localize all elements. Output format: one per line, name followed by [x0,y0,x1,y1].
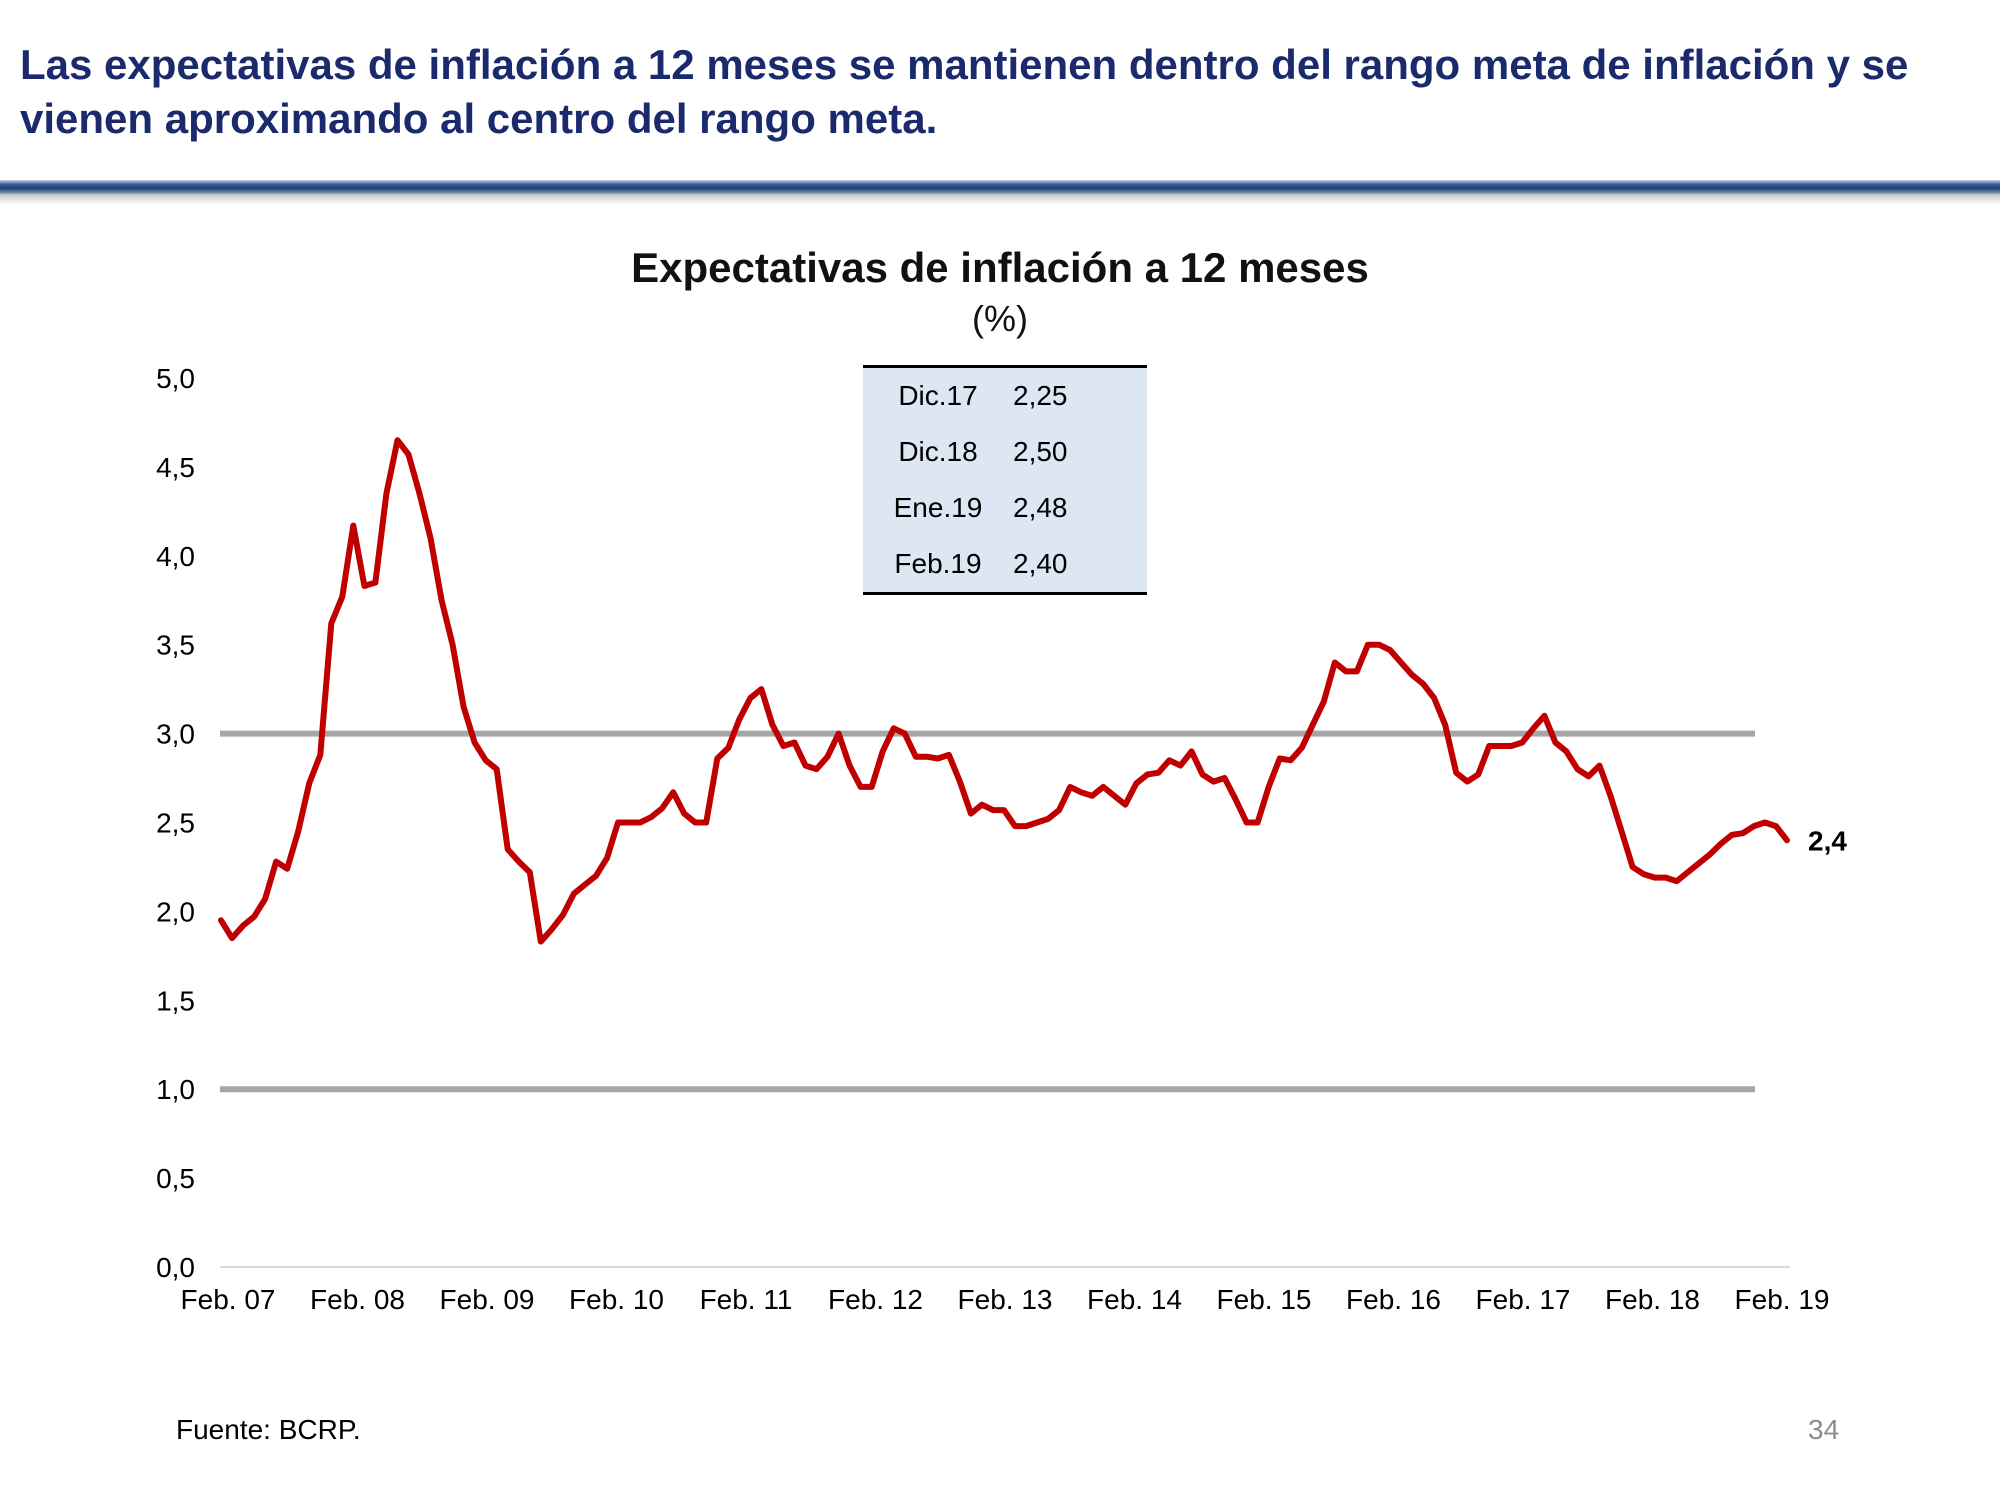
x-tick-label: Feb. 07 [181,1284,276,1315]
table-row-label: Ene.19 [893,492,983,523]
x-tick-label: Feb. 08 [310,1284,405,1315]
table-row-value: 2,50 [1013,436,1068,467]
table-row-label: Dic.18 [898,436,978,467]
table-row-label: Feb.19 [894,548,982,579]
y-tick-label: 4,5 [156,452,195,483]
y-tick-label: 1,0 [156,1074,195,1105]
table-row-value: 2,40 [1013,548,1068,579]
x-tick-label: Feb. 13 [958,1284,1053,1315]
expectations-table: Dic.17 2,25 Dic.18 2,50 Ene.19 2,48 Feb.… [863,365,1147,595]
x-tick-label: Feb. 14 [1087,1284,1182,1315]
title-divider-shadow [0,194,2000,204]
end-value-label: 2,4 [1808,825,1847,856]
x-tick-label: Feb. 10 [569,1284,664,1315]
table-row-value: 2,25 [1013,380,1068,411]
table-row: Ene.19 2,48 [863,480,1147,536]
x-tick-label: Feb. 11 [700,1284,793,1315]
y-tick-label: 5,0 [156,363,195,394]
x-tick-label: Feb. 12 [828,1284,923,1315]
x-tick-label: Feb. 17 [1476,1284,1571,1315]
x-tick-label: Feb. 15 [1217,1284,1312,1315]
x-tick-label: Feb. 18 [1605,1284,1700,1315]
x-tick-label: Feb. 19 [1735,1284,1830,1315]
x-tick-label: Feb. 09 [440,1284,535,1315]
y-tick-label: 2,0 [156,896,195,927]
y-tick-label: 1,5 [156,985,195,1016]
table-row: Feb.19 2,40 [863,536,1147,594]
y-tick-label: 2,5 [156,808,195,839]
chart-subtitle: (%) [972,298,1028,339]
chart-title: Expectativas de inflación a 12 meses [631,244,1369,291]
y-tick-label: 0,0 [156,1252,195,1283]
table-row: Dic.17 2,25 [863,367,1147,425]
series-line-expectations [218,437,1790,945]
x-tick-label: Feb. 16 [1346,1284,1441,1315]
y-tick-label: 4,0 [156,541,195,572]
title-divider [0,180,2000,194]
table-row-value: 2,48 [1013,492,1068,523]
y-tick-label: 3,5 [156,630,195,661]
page-number: 34 [1808,1414,1840,1445]
source-note: Fuente: BCRP. [176,1414,361,1445]
y-tick-label: 3,0 [156,719,195,750]
slide-headline: Las expectativas de inflación a 12 meses… [20,41,1909,142]
table-row-label: Dic.17 [898,380,978,411]
table-row: Dic.18 2,50 [863,424,1147,480]
y-tick-label: 0,5 [156,1163,195,1194]
